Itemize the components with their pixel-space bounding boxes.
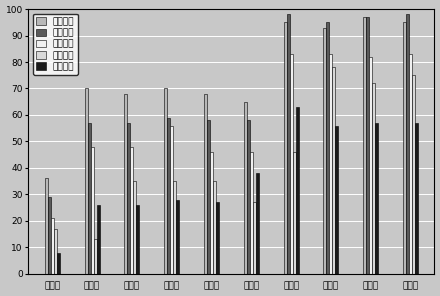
Bar [330,54,333,274]
Bar [372,83,375,274]
Bar [415,123,418,274]
Bar [170,126,173,274]
Bar [204,94,207,274]
Legend: 一次产率, 二次产率, 三次产率, 四次产率, 五次产率: 一次产率, 二次产率, 三次产率, 四次产率, 五次产率 [33,14,78,75]
Bar [335,126,338,274]
Bar [333,67,335,274]
Bar [296,107,299,274]
Bar [51,218,54,274]
Bar [375,123,378,274]
Bar [286,14,290,274]
Bar [369,57,372,274]
Bar [412,75,415,274]
Bar [256,173,259,274]
Bar [326,22,330,274]
Bar [216,202,219,274]
Bar [366,17,369,274]
Bar [207,120,210,274]
Bar [210,152,213,274]
Bar [96,205,99,274]
Bar [167,118,170,274]
Bar [244,102,247,274]
Bar [48,197,51,274]
Bar [130,147,133,274]
Bar [363,17,366,274]
Bar [88,123,91,274]
Bar [284,22,286,274]
Bar [84,89,88,274]
Bar [125,94,128,274]
Bar [54,229,57,274]
Bar [164,89,167,274]
Bar [45,178,48,274]
Bar [403,22,406,274]
Bar [293,152,296,274]
Bar [213,181,216,274]
Bar [409,54,412,274]
Bar [173,181,176,274]
Bar [94,239,96,274]
Bar [253,202,256,274]
Bar [136,205,139,274]
Bar [176,200,179,274]
Bar [91,147,94,274]
Bar [128,123,130,274]
Bar [250,152,253,274]
Bar [133,181,136,274]
Bar [290,54,293,274]
Bar [323,28,326,274]
Bar [57,252,60,274]
Bar [406,14,409,274]
Bar [247,120,250,274]
